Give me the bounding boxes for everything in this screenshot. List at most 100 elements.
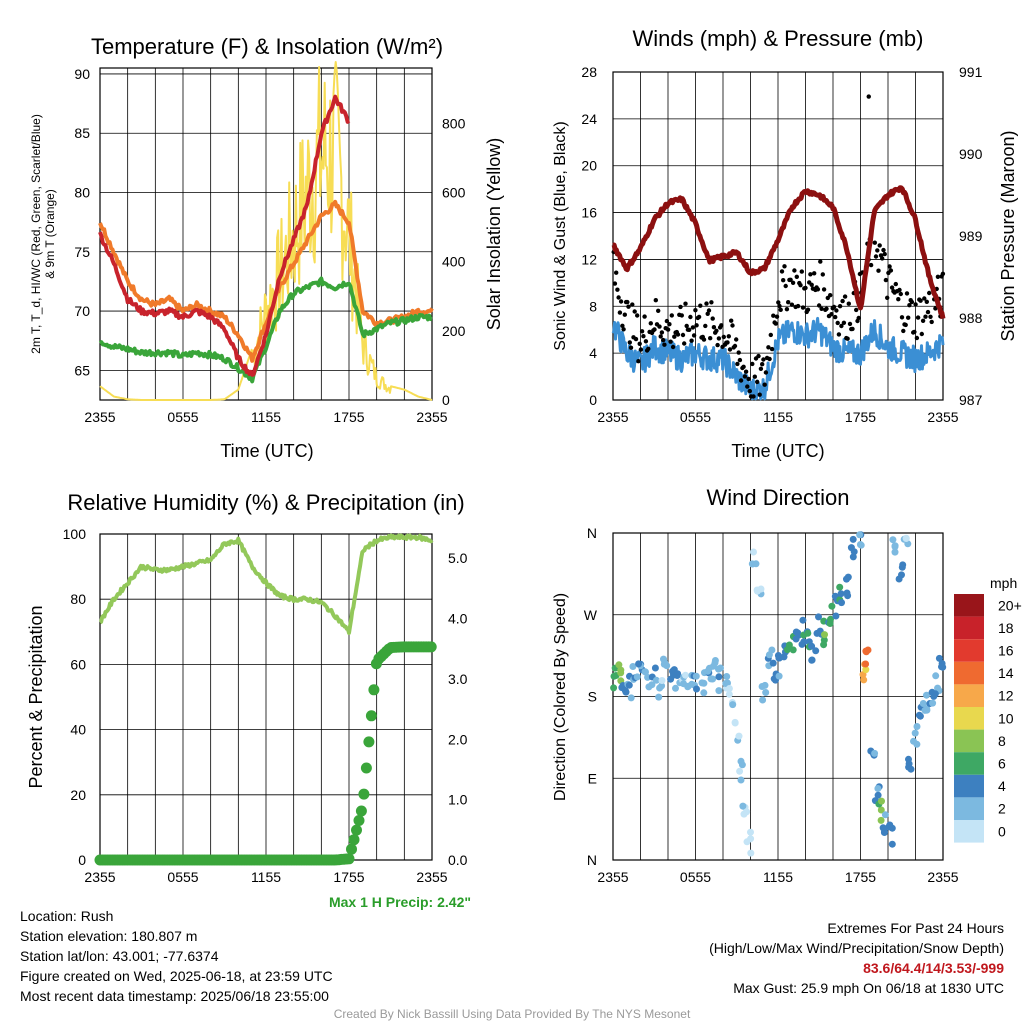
x-tick-label: 1155 [763, 409, 793, 425]
y2-tick-label: 3.0 [448, 671, 468, 687]
gust-point [924, 299, 929, 304]
direction-point [667, 675, 675, 683]
colorbar-swatch [954, 820, 984, 843]
gust-point [738, 378, 744, 383]
gust-point [636, 359, 641, 364]
gust-point [741, 364, 746, 369]
gust-point [657, 324, 662, 329]
direction-point [862, 660, 870, 668]
gust-point [794, 274, 799, 279]
x-tick-label: 1755 [333, 409, 364, 425]
direction-point [849, 535, 857, 543]
gust-point [665, 327, 671, 332]
direction-point [891, 542, 899, 550]
max-precip-note: Max 1 H Precip: 2.42" [328, 894, 471, 910]
x-axis-label: Time (UTC) [220, 441, 313, 461]
x-tick-label: 1155 [251, 409, 281, 425]
gust-point [766, 345, 771, 350]
gust-point [792, 268, 797, 273]
gust-point [652, 327, 657, 332]
gust-point [923, 314, 928, 319]
gust-point [896, 297, 901, 302]
direction-point [660, 660, 668, 668]
gust-point [889, 285, 895, 290]
direction-point [792, 635, 800, 643]
y2-tick-label: 200 [442, 323, 466, 339]
direction-point [674, 670, 682, 678]
colorbar-label: 14 [998, 665, 1014, 681]
gust-point [778, 307, 783, 312]
gust-point [642, 314, 647, 319]
gust-point [883, 277, 889, 283]
direction-point [923, 705, 931, 713]
gust-point [850, 326, 855, 332]
direction-point [879, 824, 887, 832]
gust-point [653, 298, 658, 303]
direction-point [808, 642, 816, 650]
direction-point [672, 684, 679, 692]
direction-point [815, 613, 822, 621]
direction-point [938, 663, 945, 671]
extremes-subtitle: (High/Low/Max Wind/Precipitation/Snow De… [709, 940, 1004, 956]
extremes-title: Extremes For Past 24 Hours [827, 920, 1004, 936]
direction-point [826, 620, 834, 627]
direction-point [898, 571, 905, 579]
gust-point [708, 336, 713, 341]
direction-point [711, 659, 719, 667]
direction-point [747, 828, 754, 836]
gust-point [612, 281, 618, 286]
gust-point [632, 309, 637, 314]
y-tick-label: 85 [74, 125, 90, 141]
gust-point [757, 392, 762, 397]
gust-point [920, 318, 926, 323]
gust-point [683, 301, 688, 306]
direction-point [856, 531, 864, 539]
y-axis-label: Direction (Colored By Speed) [552, 593, 569, 801]
direction-point [725, 685, 733, 692]
colorbar-swatch [954, 661, 984, 685]
max-gust-text: Max Gust: 25.9 mph On 06/18 at 1830 UTC [733, 980, 1004, 996]
direction-point [715, 673, 723, 681]
x-tick-label: 0555 [680, 409, 711, 425]
direction-point [692, 672, 700, 680]
y-tick-label: 4 [589, 345, 597, 361]
colorbar-label: 18 [998, 620, 1014, 636]
humidity-chart: Relative Humidity (%) & Precipitation (i… [26, 490, 468, 885]
gust-point [919, 331, 924, 337]
y-tick-label: 40 [70, 722, 86, 738]
series-insolation [99, 61, 433, 401]
y-tick-label: 0 [78, 852, 86, 868]
gust-point [868, 262, 874, 268]
direction-point [889, 536, 897, 544]
colorbar-swatch [954, 707, 984, 730]
gust-point [800, 305, 806, 310]
gust-point [628, 345, 634, 350]
colorbar-label: 4 [998, 778, 1006, 794]
colorbar-label: 10 [998, 710, 1014, 726]
colorbar-swatch [954, 797, 984, 820]
gust-point [799, 269, 804, 274]
gust-point [767, 356, 772, 362]
direction-point [658, 682, 666, 690]
gust-point [940, 271, 946, 276]
gust-point [698, 303, 703, 308]
gust-point [734, 337, 739, 342]
x-tick-label: 1755 [845, 409, 876, 425]
gust-point [627, 340, 632, 345]
direction-point [725, 690, 733, 698]
gust-point [743, 369, 749, 374]
series-pressure [611, 185, 946, 320]
gust-point [907, 303, 912, 308]
gust-point [771, 313, 776, 318]
y-tick-label: 0 [589, 392, 597, 408]
gust-point [898, 291, 903, 297]
gust-point [872, 240, 877, 245]
direction-point [693, 685, 700, 693]
direction-point [931, 690, 939, 698]
y2-tick-label: 5.0 [448, 550, 468, 566]
gust-point [837, 304, 843, 309]
direction-point [881, 811, 889, 819]
gust-point [887, 264, 892, 269]
gust-point [913, 302, 918, 307]
gust-point [835, 320, 840, 326]
